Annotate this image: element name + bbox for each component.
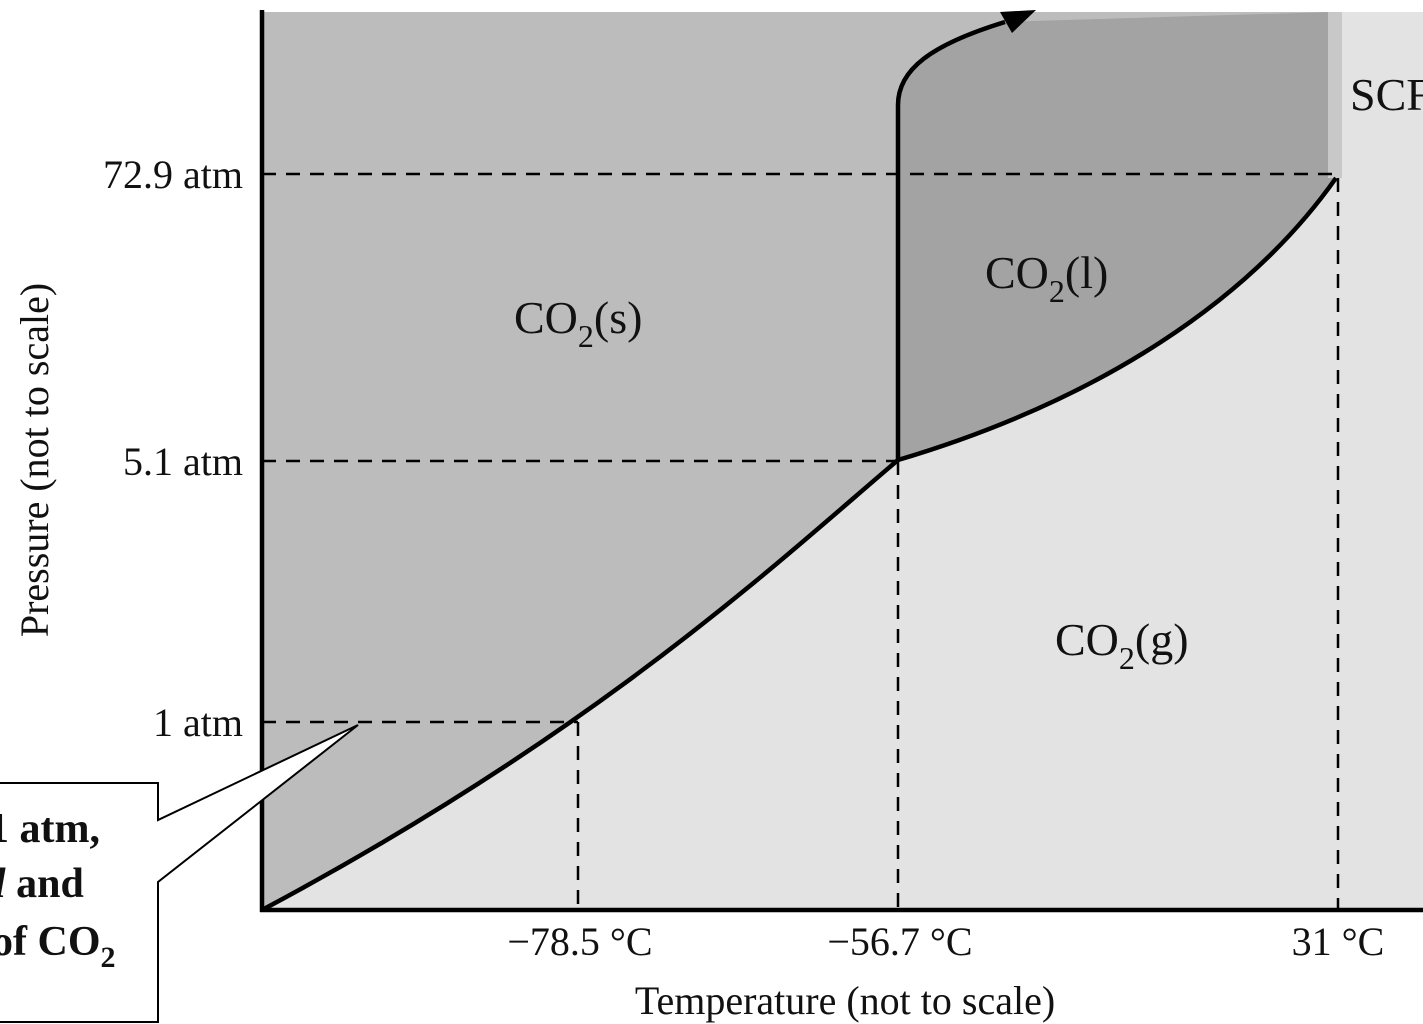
scf-gradient-edge — [1328, 12, 1342, 178]
y-tick-1-atm: 1 atm — [153, 700, 243, 745]
callout-box — [0, 724, 359, 1023]
callout-line-2: l and — [0, 861, 84, 907]
gas-region-label: CO2(g) — [1055, 614, 1189, 676]
sublimation-curve — [260, 458, 900, 912]
y-axis-title: Pressure (not to scale) — [12, 283, 57, 637]
callout-line-1: 1 atm, — [0, 806, 100, 852]
callout-line-3: of CO2 — [0, 919, 116, 974]
liquid-region-label: CO2(l) — [985, 247, 1108, 309]
x-tick-minus-56.7: −56.7 °C — [827, 919, 972, 964]
y-tick-72.9-atm: 72.9 atm — [103, 152, 243, 197]
arrow-head-icon — [1000, 10, 1036, 33]
x-tick-minus-78.5: −78.5 °C — [507, 919, 652, 964]
x-axis-title: Temperature (not to scale) — [635, 978, 1055, 1023]
vaporization-curve — [897, 176, 1338, 463]
y-tick-5.1-atm: 5.1 atm — [123, 439, 243, 484]
solid-region-label: CO2(s) — [514, 292, 642, 354]
scf-region — [1342, 12, 1423, 178]
melting-curve — [895, 19, 1006, 460]
liquid-region — [898, 12, 1336, 460]
scf-region-label: SCF — [1350, 69, 1423, 120]
x-tick-31: 31 °C — [1292, 919, 1385, 964]
